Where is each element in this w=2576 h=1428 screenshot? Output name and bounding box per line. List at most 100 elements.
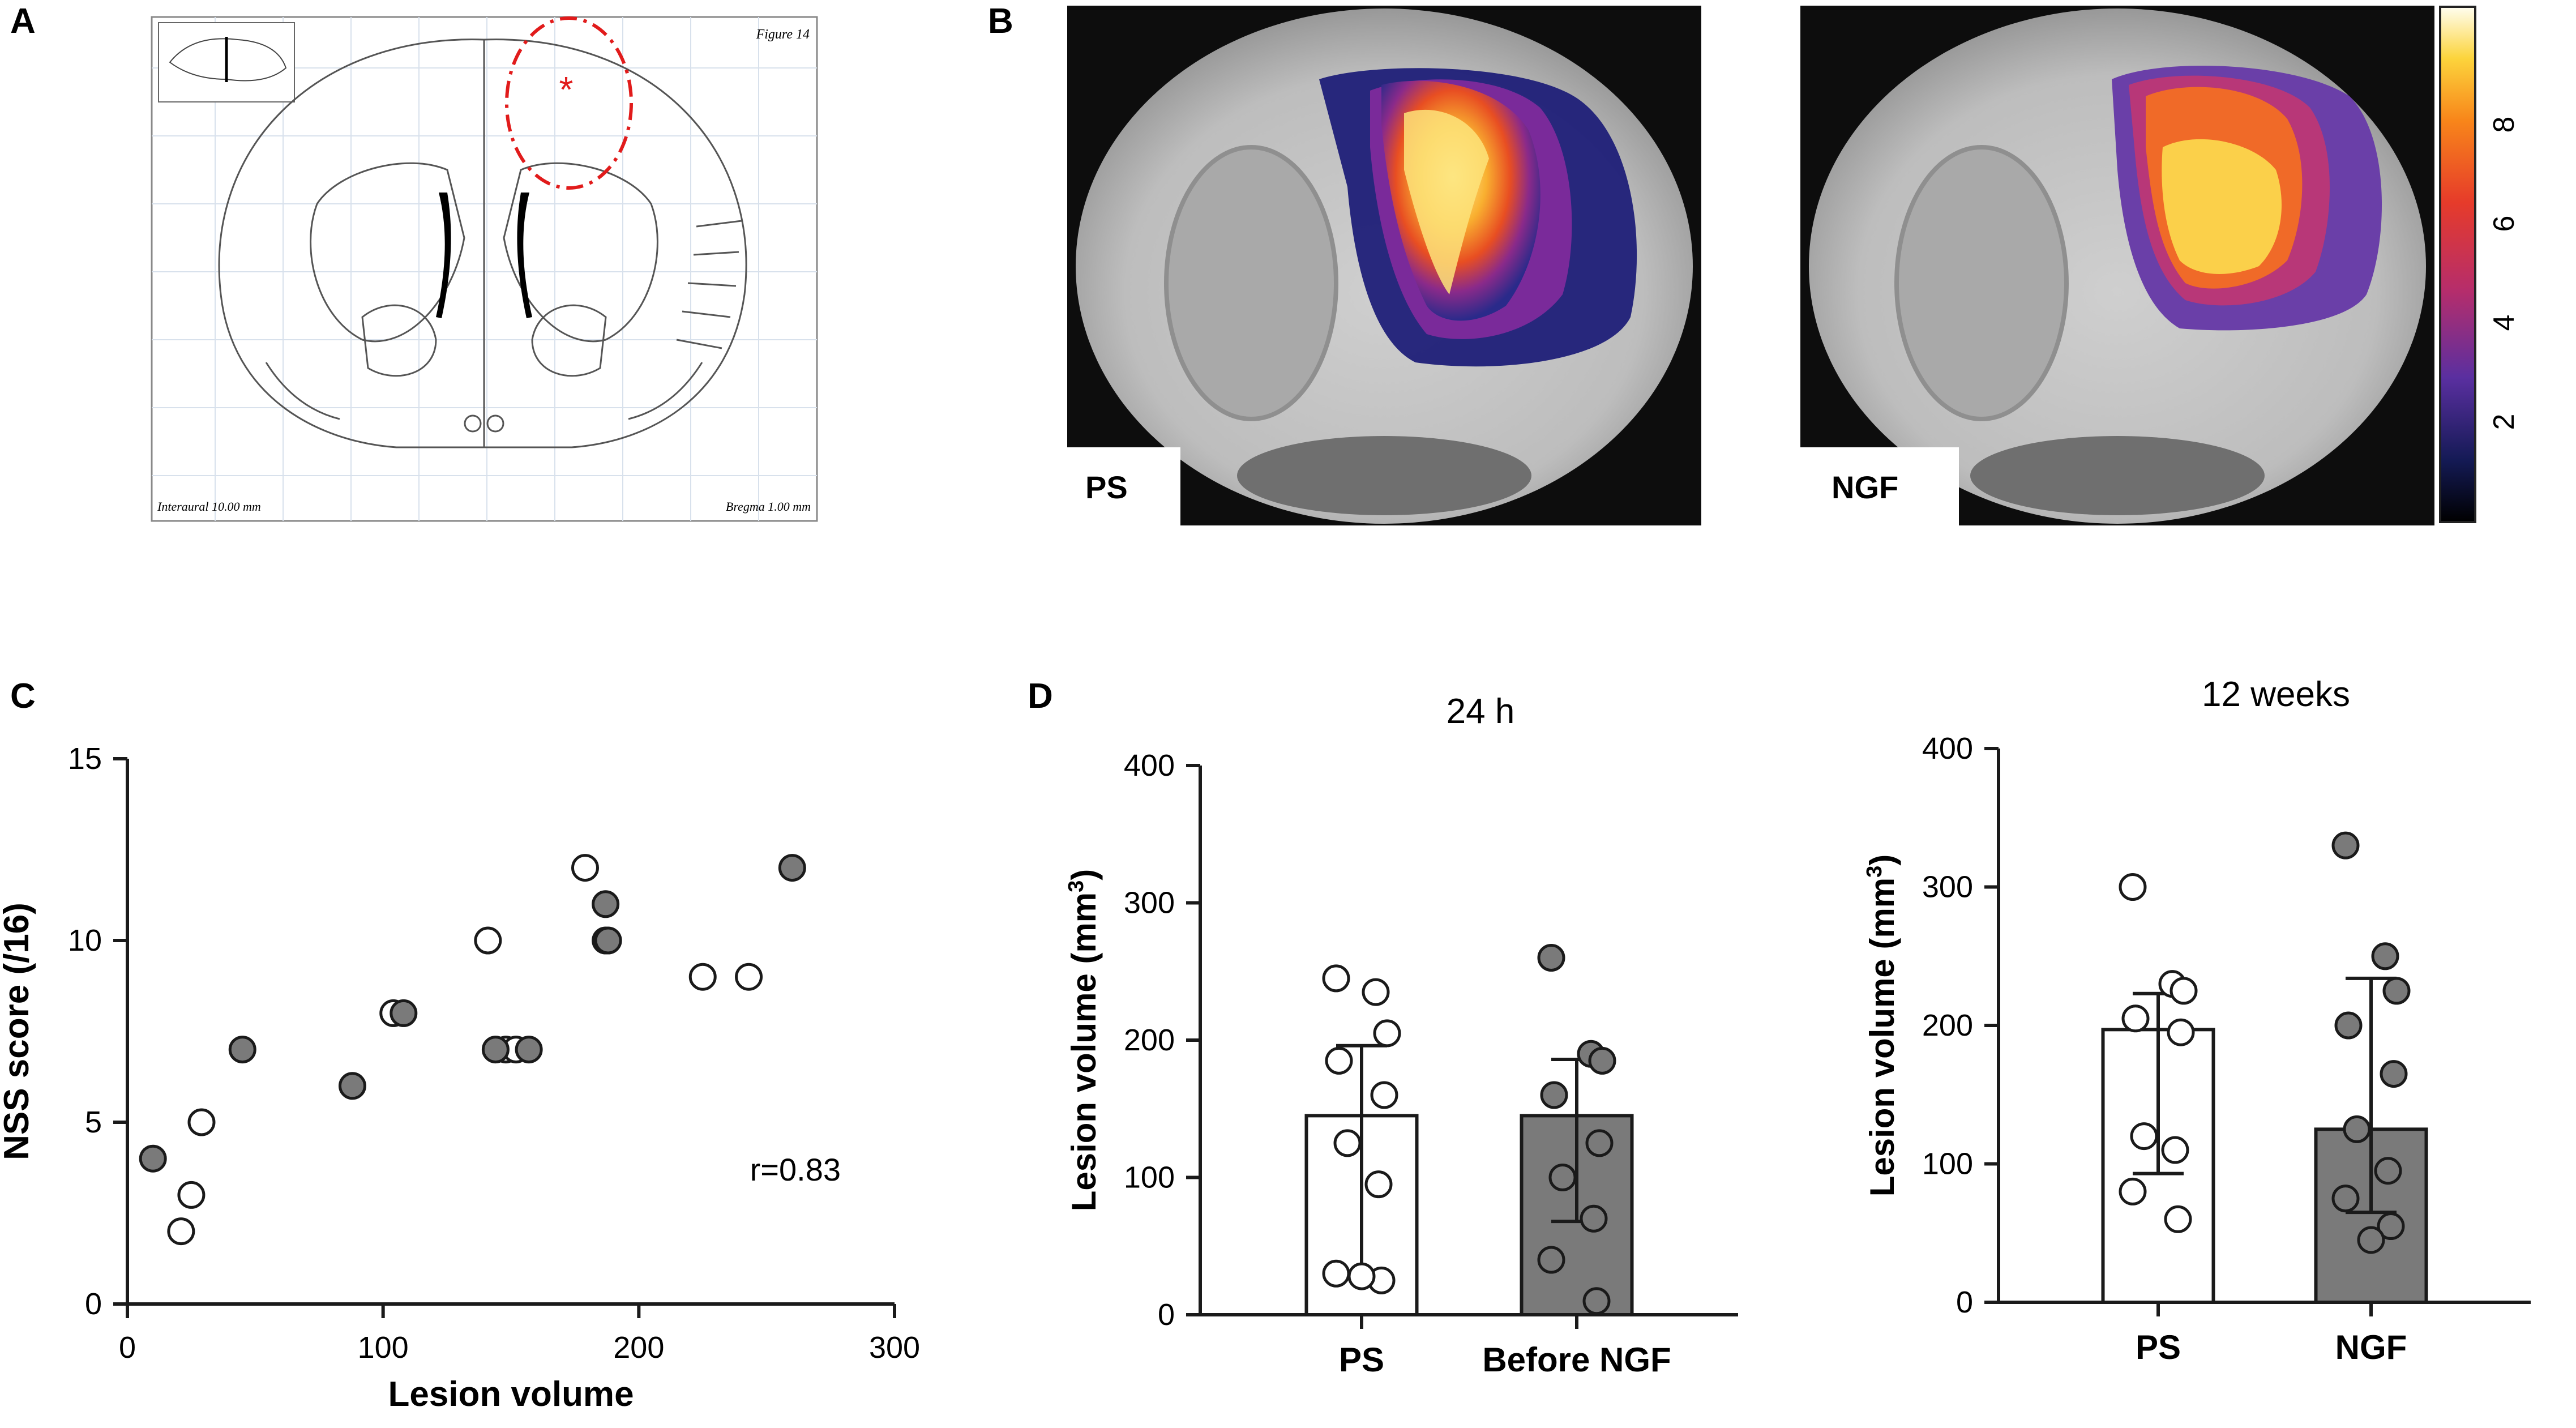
x-tick-label: 0 xyxy=(119,1331,136,1365)
panel-letter-a: A xyxy=(10,2,36,41)
y-axis-title-end: ) xyxy=(1863,854,1901,866)
y-tick-label: 0 xyxy=(1158,1298,1175,1332)
sagittal-outline xyxy=(169,38,287,82)
data-point xyxy=(1537,1246,1565,1274)
right-ventricle xyxy=(517,193,532,318)
x-tick-label: NGF xyxy=(2335,1328,2407,1366)
data-point xyxy=(481,1036,510,1064)
colorbar-tick-label: 2 xyxy=(2488,414,2521,430)
x-axis-title: Lesion volume xyxy=(388,1375,634,1414)
y-axis-title: NSS score (/16) xyxy=(0,903,36,1160)
atlas-right-footer: Bregma 1.00 mm xyxy=(726,499,811,514)
data-point xyxy=(2331,1185,2360,1213)
data-point xyxy=(1322,964,1350,993)
data-point xyxy=(390,999,418,1027)
chart-title: 24 h xyxy=(1447,692,1515,731)
coronal-section xyxy=(218,39,747,448)
data-point xyxy=(2374,1157,2402,1185)
data-point xyxy=(1364,1170,1393,1199)
x-tick-label: 100 xyxy=(358,1331,409,1365)
data-point xyxy=(2371,942,2399,970)
y-tick-label: 300 xyxy=(1922,870,1973,904)
mri-label-ngf: NGF xyxy=(1832,469,1898,505)
y-tick-label: 400 xyxy=(1124,749,1175,783)
x-tick-label: 300 xyxy=(869,1331,920,1365)
y-tick-label: 400 xyxy=(1922,732,1973,766)
y-tick-label: 200 xyxy=(1124,1023,1175,1057)
colorbar-tick-label: 4 xyxy=(2488,315,2521,331)
data-point xyxy=(1333,1129,1362,1157)
x-tick-label: PS xyxy=(2136,1328,2181,1366)
data-point xyxy=(592,890,620,918)
superscript: 3 xyxy=(1863,866,1886,878)
data-point xyxy=(1580,1204,1608,1233)
data-point xyxy=(2357,1226,2385,1254)
panel-b: B PS NGF 2 4 xyxy=(988,2,2521,525)
data-point xyxy=(187,1108,216,1136)
lesion-asterisk: * xyxy=(559,69,574,110)
data-point xyxy=(2331,831,2360,860)
panel-d: D 24 h 0 100 200 300 400 Lesion volume (mm3) PS… xyxy=(1028,675,2531,1379)
mri-label-ps: PS xyxy=(1085,469,1128,505)
data-point xyxy=(177,1181,206,1209)
data-point xyxy=(228,1036,256,1064)
data-point xyxy=(2377,1212,2405,1241)
data-point xyxy=(594,926,622,955)
data-point xyxy=(167,1217,195,1246)
data-point xyxy=(1370,1081,1398,1109)
y-tick-label: 0 xyxy=(85,1287,102,1321)
data-point xyxy=(735,963,763,991)
data-point xyxy=(2119,1177,2147,1205)
data-point xyxy=(1585,1129,1614,1157)
data-point xyxy=(2343,1115,2371,1143)
correlation-annotation: r=0.83 xyxy=(750,1152,841,1187)
data-point xyxy=(2334,1011,2363,1040)
mri-image-ps: PS xyxy=(1067,6,1701,525)
data-point xyxy=(1582,1287,1611,1315)
data-point xyxy=(688,963,717,991)
data-point xyxy=(474,926,502,955)
panel-a: A Figure 14 xyxy=(10,2,818,522)
data-point xyxy=(2164,1205,2192,1233)
y-tick-label: 100 xyxy=(1124,1161,1175,1195)
data-point xyxy=(2161,1136,2189,1164)
data-point xyxy=(778,854,806,882)
y-tick-label: 15 xyxy=(68,742,102,776)
panel-c: C 0 100 200 300 0 5 10 15 Lesion volume NSS score… xyxy=(0,677,920,1414)
left-ventricle xyxy=(436,193,451,318)
superscript: 3 xyxy=(1064,880,1088,892)
data-point xyxy=(1322,1259,1350,1288)
data-point xyxy=(2121,1004,2150,1033)
y-tick-label: 0 xyxy=(1956,1285,1973,1319)
colorbar-tick-label: 6 xyxy=(2488,216,2521,232)
y-tick-label: 10 xyxy=(68,924,102,957)
data-point xyxy=(2130,1122,2158,1151)
x-tick-label: Before NGF xyxy=(1482,1341,1671,1379)
y-tick-label: 300 xyxy=(1124,886,1175,920)
x-tick-label: PS xyxy=(1339,1341,1384,1379)
atlas-figure-label: Figure 14 xyxy=(756,27,810,42)
x-tick-label: 200 xyxy=(613,1331,664,1365)
data-point xyxy=(2380,1060,2408,1088)
bar-chart-12weeks: 12 weeks 0 100 200 300 400 Lesion volume (mm3)… xyxy=(1863,675,2531,1366)
colorbar-tick-label: 8 xyxy=(2488,117,2521,133)
atlas-left-footer: Interaural 10.00 mm xyxy=(157,499,261,514)
data-point xyxy=(2382,977,2411,1005)
y-axis-title: Lesion volume (mm3) xyxy=(1064,869,1103,1212)
data-point xyxy=(515,1036,543,1064)
data-point xyxy=(2167,1018,2195,1046)
data-point xyxy=(1540,1081,1568,1109)
data-point xyxy=(1325,1046,1353,1075)
chart-title: 12 weeks xyxy=(2202,675,2350,714)
y-tick-label: 200 xyxy=(1922,1008,1973,1042)
y-tick-label: 5 xyxy=(85,1105,102,1139)
colorbar: 2 4 6 8 xyxy=(2439,6,2521,523)
data-point xyxy=(1373,1019,1401,1048)
data-point xyxy=(1537,944,1565,972)
lesion-circle xyxy=(505,16,633,190)
y-axis-title-end: ) xyxy=(1065,869,1103,880)
data-point xyxy=(338,1072,366,1100)
data-point xyxy=(2119,873,2147,901)
panel-letter-d: D xyxy=(1028,677,1053,716)
